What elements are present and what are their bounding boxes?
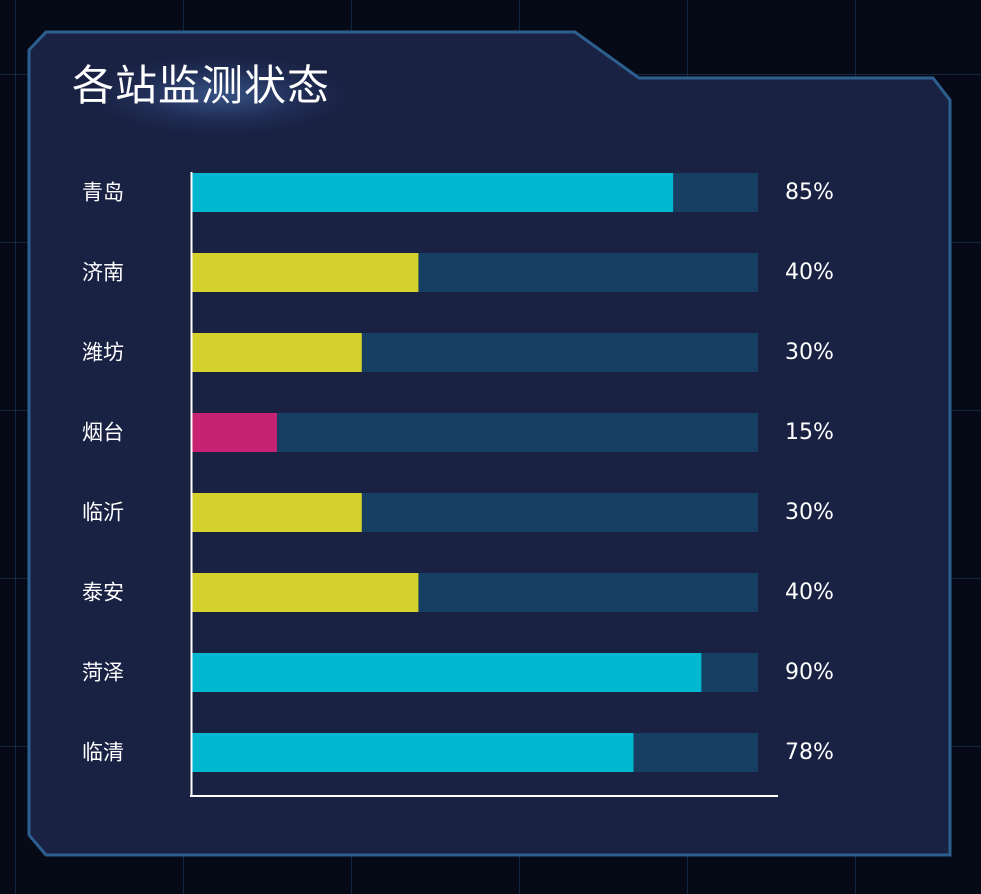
value-label: 15% — [785, 420, 834, 445]
value-label: 85% — [785, 180, 834, 205]
panel-title: 各站监测状态 — [72, 61, 331, 110]
category-label: 临清 — [82, 741, 124, 765]
category-label: 临沂 — [82, 501, 124, 525]
bar-track — [192, 413, 758, 452]
bar-1 — [192, 173, 674, 212]
value-label: 90% — [785, 660, 834, 685]
bar-5 — [192, 493, 362, 532]
value-label: 40% — [785, 260, 834, 285]
category-label: 菏泽 — [82, 661, 124, 685]
title-glow — [90, 55, 350, 135]
category-label: 济南 — [82, 261, 124, 285]
category-label: 青岛 — [82, 181, 124, 205]
category-label: 泰安 — [82, 581, 124, 605]
bar-2 — [192, 253, 419, 292]
value-label: 30% — [785, 500, 834, 525]
category-label: 潍坊 — [82, 341, 124, 365]
bar-4 — [192, 413, 277, 452]
value-label: 30% — [785, 340, 834, 365]
category-label: 烟台 — [82, 421, 124, 445]
value-label: 78% — [785, 740, 834, 765]
bar-6 — [192, 573, 419, 612]
bar-8 — [192, 733, 634, 772]
value-label: 40% — [785, 580, 834, 605]
bar-3 — [192, 333, 362, 372]
bar-7 — [192, 653, 702, 692]
